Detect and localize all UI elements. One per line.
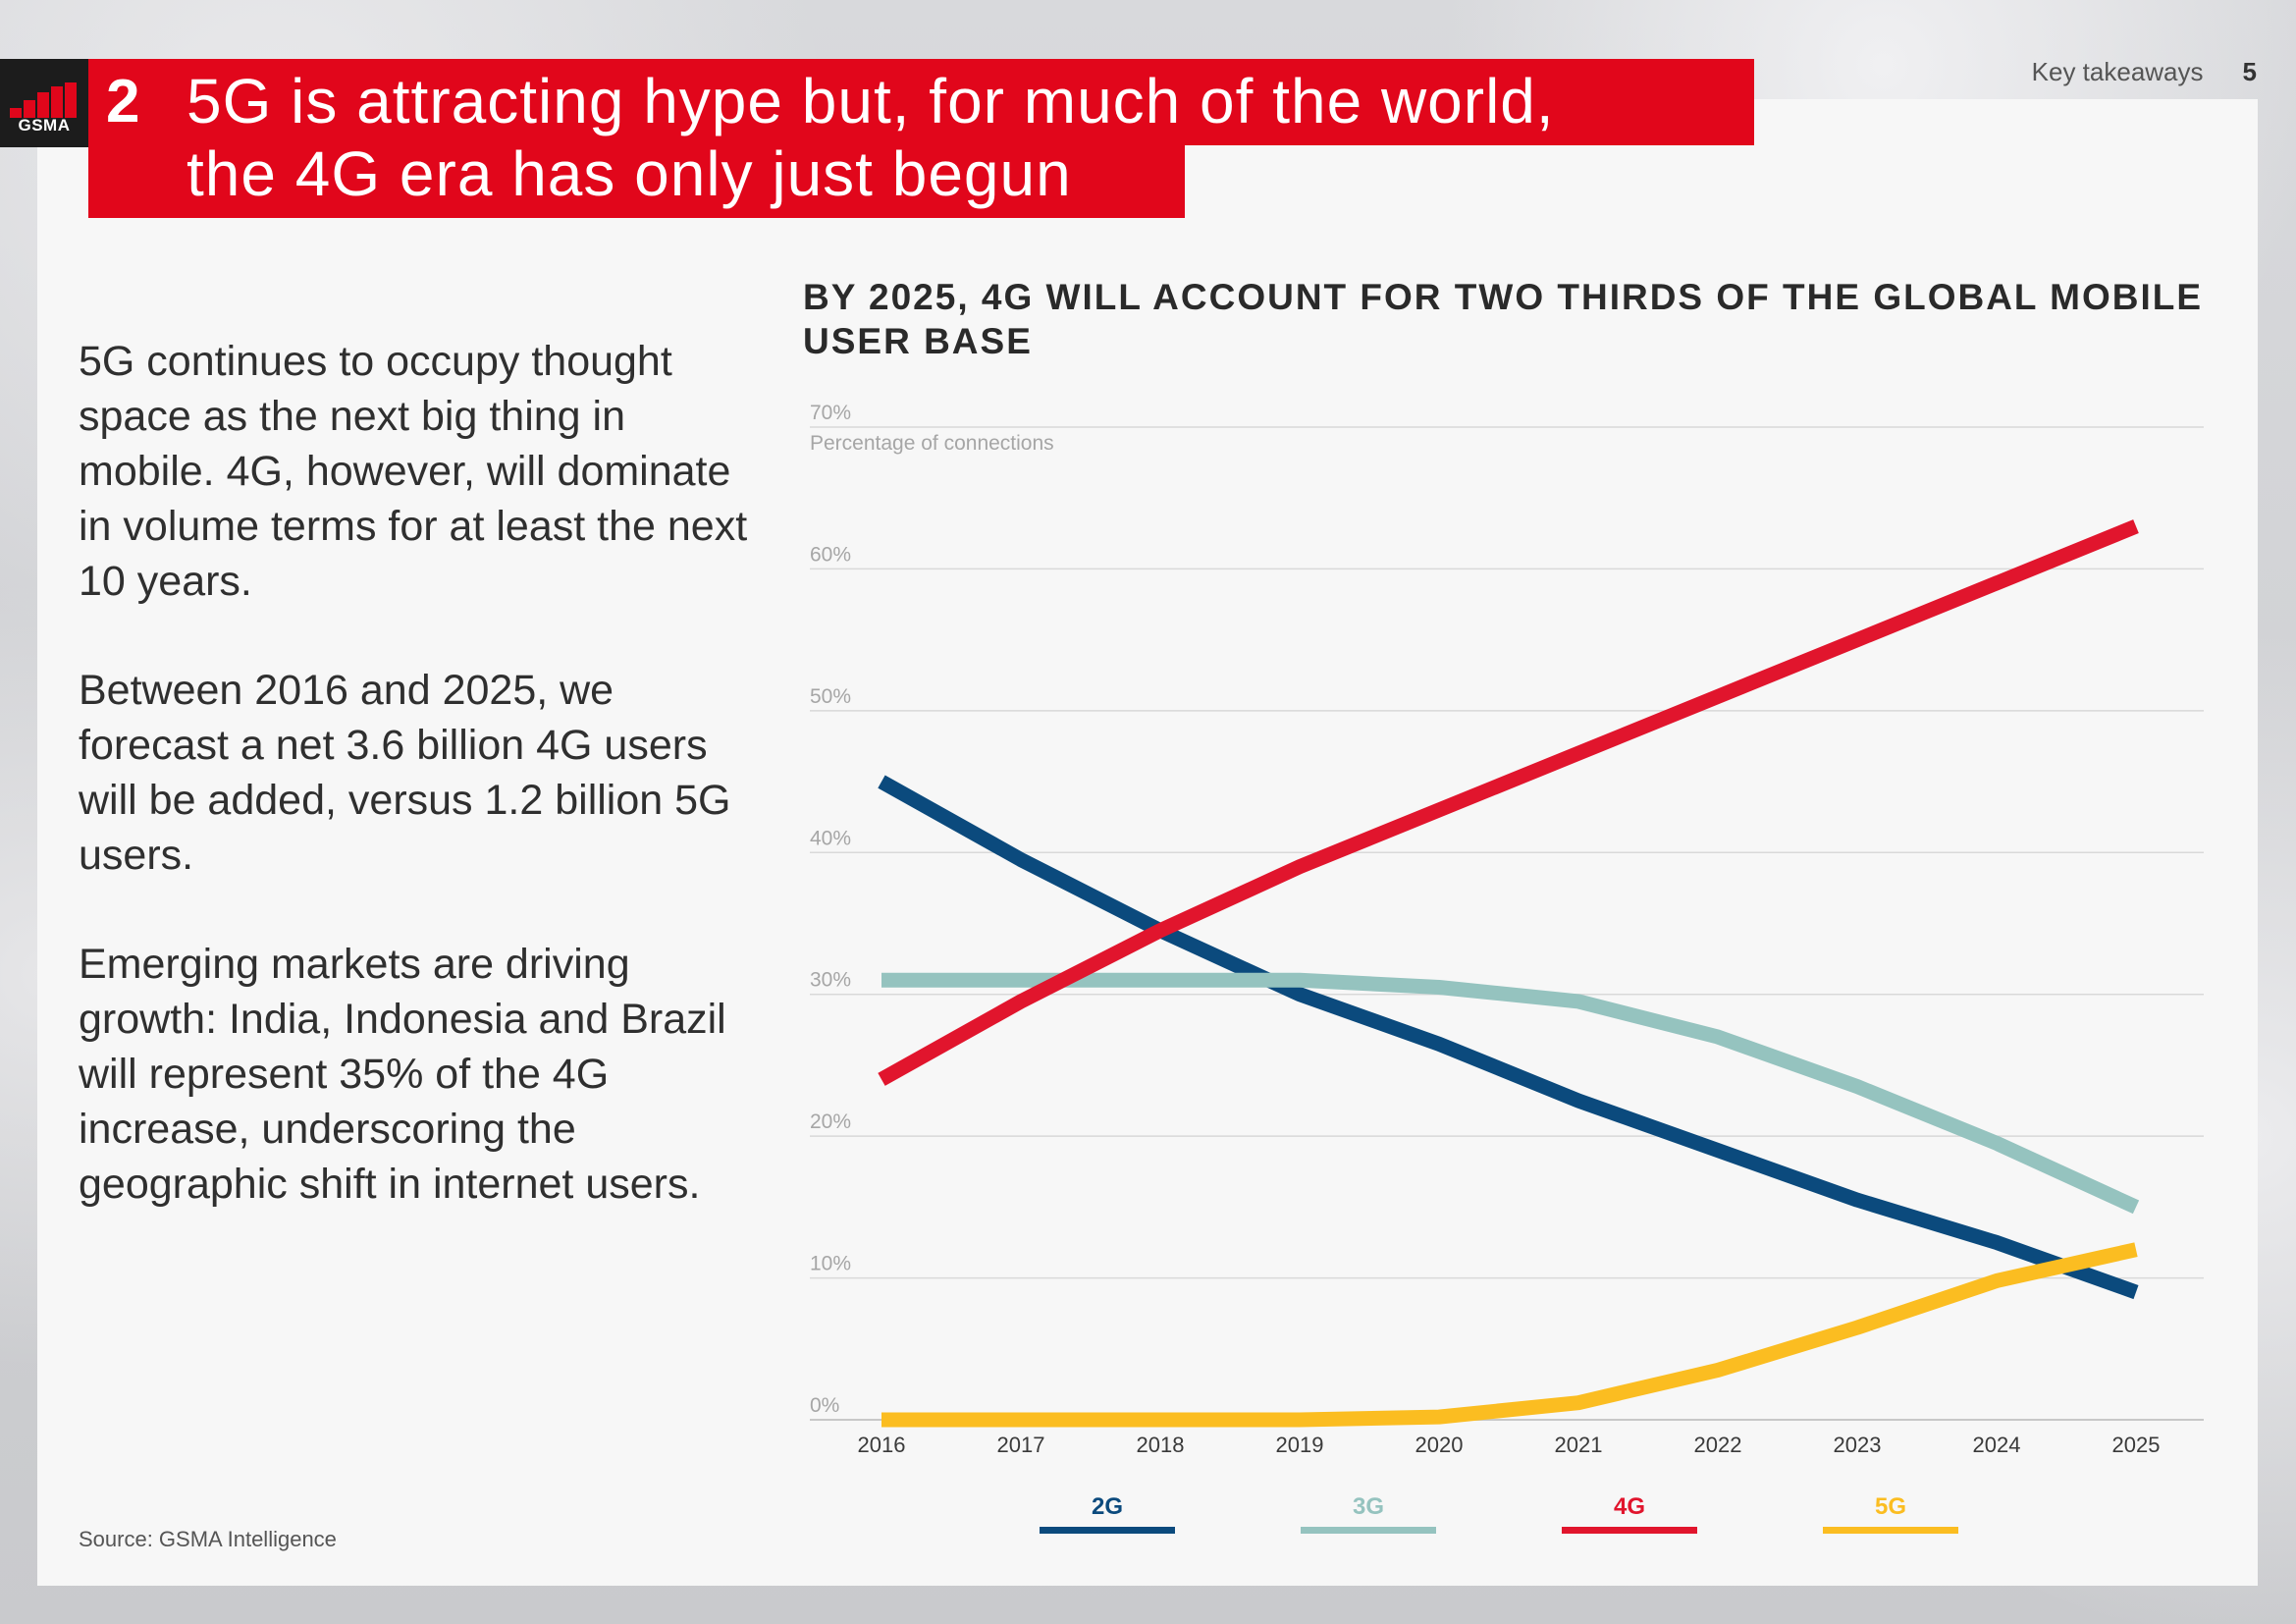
section-label: Key takeaways: [2031, 57, 2204, 86]
y-tick-label: 10%: [810, 1253, 851, 1275]
x-tick-label: 2016: [858, 1433, 906, 1457]
section-number: 2: [106, 68, 140, 135]
chart-title: BY 2025, 4G WILL ACCOUNT FOR TWO THIRDS …: [803, 277, 2204, 361]
legend-swatch-3g: [1301, 1527, 1436, 1534]
x-tick-label: 2022: [1694, 1433, 1742, 1457]
logo-bars-icon: [10, 82, 77, 118]
page-header-meta: Key takeaways 5: [2032, 57, 2257, 87]
gsma-logo: GSMA: [0, 59, 88, 147]
x-tick-label: 2023: [1834, 1433, 1882, 1457]
x-tick-label: 2021: [1555, 1433, 1603, 1457]
legend-label-5g: 5G: [1875, 1493, 1906, 1520]
x-tick-label: 2020: [1415, 1433, 1464, 1457]
y-tick-label: 0%: [810, 1394, 839, 1417]
body-paragraph: Between 2016 and 2025, we forecast a net…: [79, 667, 731, 879]
page-number: 5: [2242, 57, 2257, 86]
series-line-2g: [878, 775, 2139, 1300]
y-tick-label: 40%: [810, 827, 851, 849]
series-line-3g: [881, 972, 2140, 1215]
x-tick-label: 2017: [997, 1433, 1045, 1457]
x-tick-label: 2025: [2112, 1433, 2161, 1457]
y-tick-label: 70%: [810, 402, 851, 424]
series-line-4g: [878, 519, 2139, 1086]
x-tick-label: 2024: [1973, 1433, 2021, 1457]
logo-bar: [37, 92, 49, 118]
title-band-top: [88, 59, 1754, 145]
legend-label-2g: 2G: [1092, 1493, 1123, 1520]
body-paragraph: 5G continues to occupy thought space as …: [79, 338, 748, 605]
source-note: Source: GSMA Intelligence: [79, 1527, 337, 1551]
y-tick-label: 50%: [810, 685, 851, 708]
logo-bar: [51, 86, 63, 118]
logo-bar: [10, 108, 22, 118]
x-tick-label: 2018: [1137, 1433, 1185, 1457]
body-text: 5G continues to occupy thought space as …: [79, 334, 756, 1266]
legend-label-3g: 3G: [1353, 1493, 1384, 1520]
x-tick-label: 2019: [1276, 1433, 1324, 1457]
series-line-5g: [881, 1242, 2138, 1428]
slide-page: [37, 99, 2258, 1586]
legend-swatch-4g: [1562, 1527, 1697, 1534]
legend-label-4g: 4G: [1614, 1493, 1645, 1520]
legend-swatch-2g: [1040, 1527, 1175, 1534]
title-band-bottom: [88, 145, 1185, 218]
chart-y-axis-label: Percentage of connections: [810, 432, 1054, 455]
legend-swatch-5g: [1823, 1527, 1958, 1534]
logo-bar: [65, 82, 77, 118]
y-tick-label: 60%: [810, 543, 851, 566]
page-title-line-2: the 4G era has only just begun: [187, 138, 1072, 209]
y-tick-label: 20%: [810, 1110, 851, 1133]
logo-bar: [24, 100, 35, 118]
body-paragraph: Emerging markets are driving growth: Ind…: [79, 941, 726, 1208]
page-title-line-1: 5G is attracting hype but, for much of t…: [187, 66, 1555, 136]
y-tick-label: 30%: [810, 969, 851, 992]
logo-text: GSMA: [18, 116, 71, 135]
